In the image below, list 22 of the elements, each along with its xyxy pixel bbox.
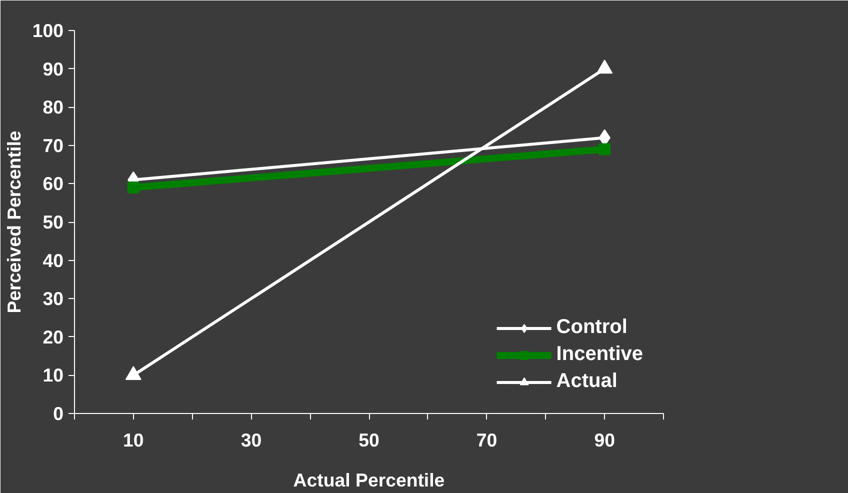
y-tick-label: 40 bbox=[42, 250, 64, 271]
y-tick-label: 60 bbox=[42, 173, 64, 194]
y-tick-label: 30 bbox=[42, 288, 64, 310]
x-tick-label: 10 bbox=[123, 430, 144, 450]
y-tick-label: 90 bbox=[42, 58, 64, 80]
x-tick-label: 30 bbox=[240, 430, 262, 450]
y-tick-label: 10 bbox=[42, 364, 64, 386]
legend-label: Incentive bbox=[556, 343, 643, 366]
y-axis-title: Perceived Percentile bbox=[3, 130, 24, 314]
y-tick-label: 80 bbox=[42, 96, 64, 118]
x-tick-label: 50 bbox=[358, 430, 380, 450]
x-tick-label: 90 bbox=[594, 430, 615, 450]
point bbox=[598, 143, 611, 156]
x-axis-title: Actual Percentile bbox=[293, 470, 445, 490]
legend-label: Control bbox=[556, 316, 628, 339]
y-tick-label: 50 bbox=[42, 212, 64, 232]
legend-label: Actual bbox=[556, 370, 618, 393]
y-tick-label: 70 bbox=[42, 134, 64, 156]
y-tick-label: 0 bbox=[53, 403, 64, 424]
y-tick-label: 20 bbox=[42, 326, 64, 348]
y-tick-label: 100 bbox=[32, 20, 64, 41]
x-tick-label: 70 bbox=[476, 430, 498, 450]
